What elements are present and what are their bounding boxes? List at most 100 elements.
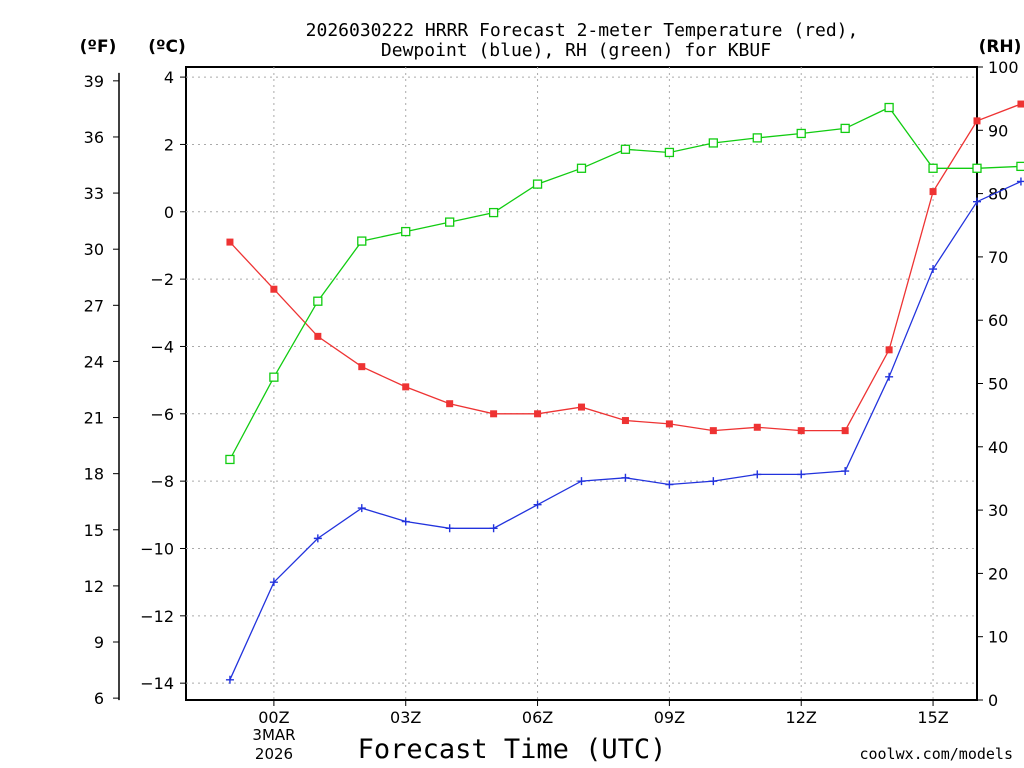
temperature-point bbox=[841, 427, 849, 435]
rh-point bbox=[664, 147, 675, 158]
fahrenheit-tick-label: 27 bbox=[84, 296, 104, 315]
series-temperature bbox=[226, 100, 1024, 435]
temperature-point bbox=[885, 346, 893, 354]
temperature-point bbox=[621, 417, 629, 425]
celsius-tick-label: −2 bbox=[150, 270, 174, 289]
celsius-tick-label: 2 bbox=[164, 135, 174, 154]
fahrenheit-tick-label: 36 bbox=[84, 128, 104, 147]
dewpoint-point bbox=[357, 504, 366, 513]
temperature-point bbox=[358, 363, 366, 371]
dewpoint-point bbox=[885, 372, 894, 381]
chart-title-line2: Dewpoint (blue), RH (green) for KBUF bbox=[381, 40, 771, 61]
fahrenheit-tick-label: 12 bbox=[84, 577, 104, 596]
fahrenheit-tick-label: 18 bbox=[84, 465, 104, 484]
rh-tick-label: 60 bbox=[988, 311, 1008, 330]
dewpoint-point bbox=[225, 675, 234, 684]
rh-tick-label: 90 bbox=[988, 121, 1008, 140]
x-tick-label: 06Z bbox=[522, 708, 553, 727]
rh-point bbox=[708, 138, 718, 148]
x-tick-label: 12Z bbox=[786, 708, 817, 727]
rh-tick-label: 20 bbox=[988, 564, 1008, 583]
dewpoint-point bbox=[401, 517, 410, 526]
temperature-point bbox=[314, 332, 322, 340]
fahrenheit-tick-label: 15 bbox=[84, 521, 104, 540]
fahrenheit-tick-label: 39 bbox=[84, 72, 104, 91]
watermark-link[interactable]: coolwx.com/models bbox=[859, 745, 1013, 763]
rh-tick-label: 100 bbox=[988, 58, 1019, 77]
rh-point bbox=[269, 372, 279, 382]
x-tick-label: 15Z bbox=[917, 708, 948, 727]
rh-point bbox=[928, 163, 938, 173]
fahrenheit-tick-label: 24 bbox=[84, 352, 104, 371]
dewpoint-point bbox=[929, 265, 938, 274]
temperature-point bbox=[226, 238, 234, 246]
celsius-tick-label: −6 bbox=[150, 405, 174, 424]
rh-point bbox=[576, 163, 587, 173]
dewpoint-point bbox=[489, 524, 498, 533]
x-tick-label: 03Z bbox=[390, 708, 421, 727]
celsius-tick-label: −4 bbox=[150, 337, 174, 356]
rh-point bbox=[313, 296, 323, 306]
rh-point bbox=[1016, 161, 1024, 172]
rh-tick-label: 40 bbox=[988, 438, 1008, 457]
rh-point bbox=[225, 454, 235, 465]
series-rh bbox=[225, 102, 1024, 465]
fahrenheit-tick-label: 6 bbox=[94, 689, 104, 708]
rh-point bbox=[488, 207, 499, 218]
celsius-tick-label: −10 bbox=[140, 539, 174, 558]
fahrenheit-tick-label: 21 bbox=[84, 409, 104, 428]
rh-tick-label: 80 bbox=[988, 185, 1008, 204]
series-dewpoint bbox=[225, 177, 1024, 684]
temperature-point bbox=[578, 403, 585, 411]
rh-point bbox=[752, 133, 762, 143]
temperature-point bbox=[402, 383, 410, 391]
rh-point bbox=[884, 102, 894, 113]
dewpoint-point bbox=[973, 197, 981, 206]
dewpoint-point bbox=[1016, 177, 1024, 186]
x-tick-label: 00Z bbox=[258, 708, 289, 727]
rh-point bbox=[532, 179, 543, 189]
temperature-point bbox=[1017, 100, 1024, 108]
temperature-point bbox=[665, 420, 673, 428]
fahrenheit-tick-label: 33 bbox=[84, 184, 104, 203]
rh-point bbox=[620, 144, 631, 154]
temperature-point bbox=[797, 427, 805, 435]
temperature-point bbox=[753, 423, 761, 431]
fahrenheit-unit-label: (ºF) bbox=[80, 37, 117, 57]
dewpoint-point bbox=[841, 467, 850, 476]
temperature-point bbox=[709, 427, 717, 435]
dewpoint-point bbox=[577, 477, 586, 486]
celsius-unit-label: (ºC) bbox=[148, 37, 186, 57]
temperature-point bbox=[446, 400, 454, 408]
temperature-point bbox=[270, 285, 278, 293]
rh-point bbox=[357, 236, 367, 246]
date-label-day: 3MAR bbox=[252, 726, 295, 744]
x-tick-label: 09Z bbox=[654, 708, 685, 727]
temperature-point bbox=[534, 410, 542, 418]
rh-point bbox=[445, 217, 455, 227]
rh-tick-label: 30 bbox=[988, 501, 1008, 520]
dewpoint-point bbox=[665, 480, 674, 489]
celsius-tick-label: −14 bbox=[140, 674, 174, 693]
dewpoint-point bbox=[313, 534, 322, 543]
x-axis: 00Z 03Z 06Z 09Z 12Z 15Z bbox=[258, 700, 949, 727]
rh-tick-label: 0 bbox=[988, 691, 998, 710]
temperature-point bbox=[490, 410, 498, 418]
rh-tick-label: 10 bbox=[988, 628, 1008, 647]
celsius-axis: 4 2 0 −2 −4 −6 −8 −10 −12 −14 bbox=[140, 68, 186, 693]
dewpoint-point bbox=[621, 473, 630, 482]
dewpoint-point bbox=[753, 470, 762, 479]
rh-point bbox=[796, 128, 806, 139]
rh-tick-label: 50 bbox=[988, 375, 1008, 394]
chart-title-line1: 2026030222 HRRR Forecast 2-meter Tempera… bbox=[306, 20, 859, 41]
fahrenheit-tick-label: 30 bbox=[84, 240, 104, 259]
rh-point bbox=[401, 226, 411, 237]
dewpoint-point bbox=[269, 578, 278, 587]
fahrenheit-axis: 39 36 33 30 27 24 21 18 15 12 9 6 bbox=[84, 72, 120, 708]
temperature-point bbox=[929, 188, 937, 196]
fahrenheit-tick-label: 9 bbox=[94, 633, 104, 652]
rh-tick-label: 70 bbox=[988, 248, 1008, 267]
dewpoint-point bbox=[797, 470, 806, 479]
celsius-tick-label: 0 bbox=[164, 203, 174, 222]
